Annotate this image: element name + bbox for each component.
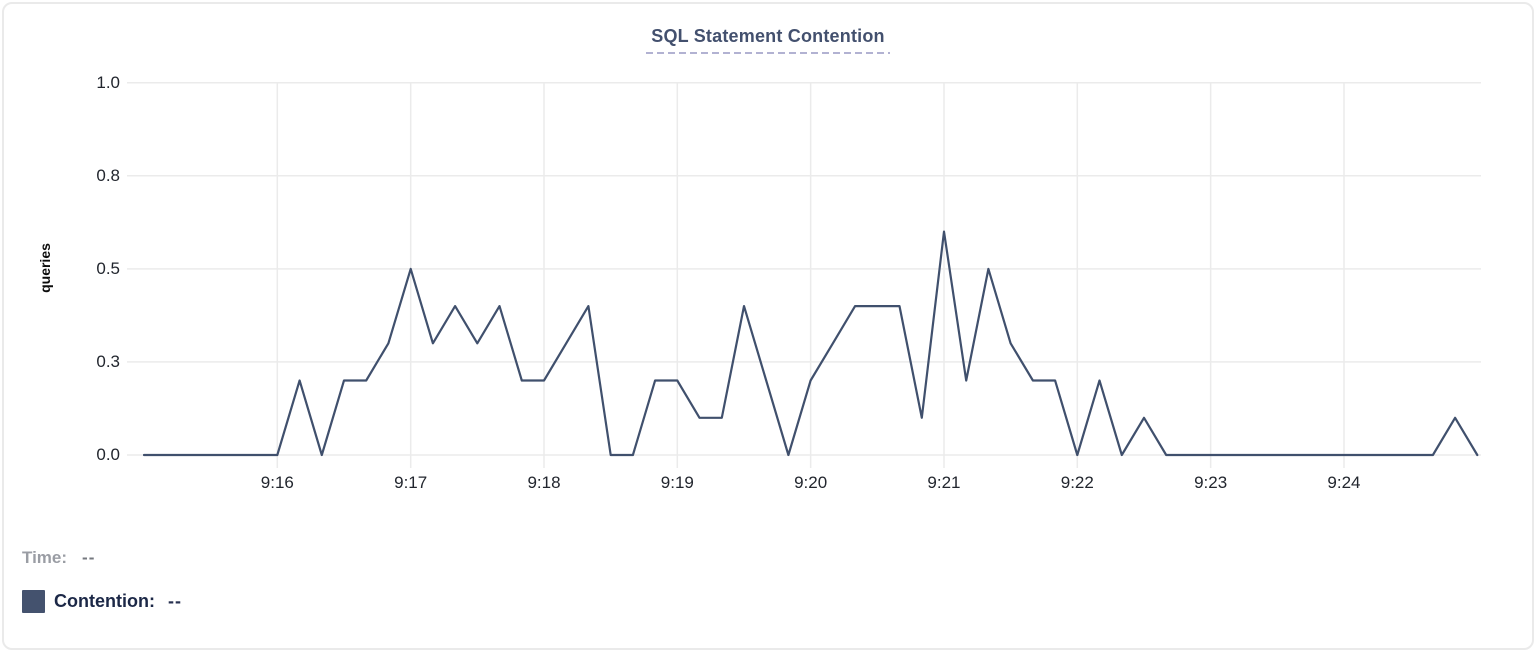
x-tick-label: 9:21 <box>927 473 961 492</box>
x-tick-label: 9:23 <box>1194 473 1228 492</box>
y-tick-label: 1.0 <box>96 72 120 92</box>
y-axis-label: queries <box>37 243 53 293</box>
legend-contention-value: -- <box>167 591 182 611</box>
x-tick-label: 9:16 <box>260 473 294 492</box>
contention-line-chart[interactable] <box>0 0 1536 530</box>
legend-contention-label: Contention: <box>54 591 155 611</box>
x-tick-label: 9:18 <box>527 473 561 492</box>
contention-series-line <box>142 230 1479 457</box>
x-tick-label: 9:24 <box>1327 473 1361 492</box>
legend-time-label: Time: <box>22 548 68 567</box>
contention-series-swatch <box>22 590 45 613</box>
chart-title-underline <box>646 52 890 54</box>
legend-time-value: -- <box>82 548 96 567</box>
x-tick-label: 9:19 <box>660 473 694 492</box>
y-tick-label: 0.5 <box>96 258 120 278</box>
y-tick-label: 0.3 <box>96 351 120 371</box>
chart-header: SQL Statement Contention <box>0 26 1536 54</box>
chart-title-text: SQL Statement Contention <box>651 26 885 46</box>
y-tick-label: 0.8 <box>96 165 120 185</box>
chart-title[interactable]: SQL Statement Contention <box>646 26 890 54</box>
legend-time-row: Time: -- <box>22 548 95 568</box>
x-tick-label: 9:20 <box>794 473 828 492</box>
x-tick-label: 9:17 <box>394 473 428 492</box>
x-tick-label: 9:22 <box>1060 473 1094 492</box>
y-tick-label: 0.0 <box>96 445 120 464</box>
legend-contention-row: Contention: -- <box>22 590 182 613</box>
